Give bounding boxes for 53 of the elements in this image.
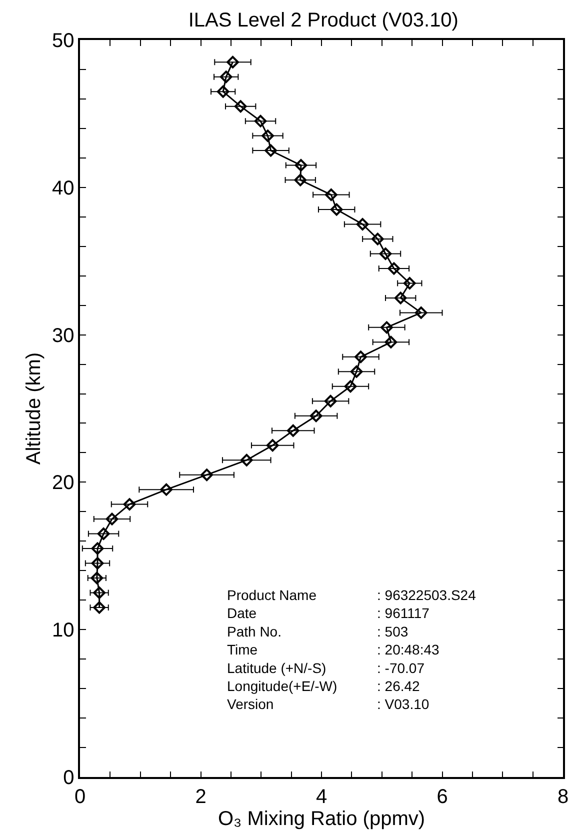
point — [93, 601, 106, 614]
chart-title: ILAS Level 2 Product (V03.10) — [188, 10, 458, 32]
annotation: Product Name Date Path No. Time Latitude (+N/-S) Longitude(+E/-W) Version — [227, 587, 338, 712]
point — [266, 439, 279, 452]
point — [123, 498, 136, 511]
y-tick-label: 30 — [52, 324, 74, 347]
x-tick-label: 8 — [557, 786, 569, 808]
point — [286, 424, 300, 437]
y-tick-label: 50 — [52, 30, 74, 52]
x-tick-label: 2 — [195, 786, 206, 808]
point — [354, 350, 367, 364]
point — [91, 542, 104, 555]
point — [350, 365, 363, 378]
point — [226, 56, 239, 68]
point — [240, 454, 253, 466]
point — [394, 292, 407, 304]
point — [216, 85, 230, 98]
y-tick-label: 40 — [52, 177, 74, 200]
point — [234, 100, 247, 113]
point — [264, 144, 277, 157]
x-tick-label: 6 — [436, 786, 448, 808]
point — [384, 336, 398, 348]
y-tick-label: 20 — [52, 472, 74, 494]
point — [294, 159, 308, 172]
point — [262, 130, 274, 142]
y-axis-title: Altitude (km) — [23, 352, 45, 465]
point — [294, 174, 307, 186]
point — [220, 70, 232, 84]
point — [106, 512, 118, 526]
point — [414, 306, 428, 319]
x-tick-label: 4 — [316, 786, 328, 808]
point — [90, 572, 104, 584]
point — [330, 203, 343, 216]
point — [160, 483, 173, 496]
annotation: : 96322503.S24 : 961117 : 503 : 20:48:43 : -70.07 : 26.42 : V03.10 — [377, 587, 476, 712]
point — [91, 557, 104, 570]
point — [324, 394, 337, 408]
point — [200, 468, 213, 482]
point — [380, 321, 393, 334]
point — [97, 528, 110, 540]
point — [356, 218, 369, 230]
point — [344, 380, 357, 393]
y-tick-label: 0 — [63, 767, 74, 789]
point — [310, 410, 322, 422]
point — [93, 586, 106, 599]
point — [403, 277, 416, 290]
x-axis-title: O₃ Mixing Ratio (ppmv) — [218, 808, 426, 830]
point — [324, 188, 338, 201]
point — [254, 114, 267, 128]
point — [371, 232, 384, 246]
point — [379, 248, 392, 260]
y-tick-label: 10 — [52, 620, 74, 642]
point — [388, 262, 400, 275]
